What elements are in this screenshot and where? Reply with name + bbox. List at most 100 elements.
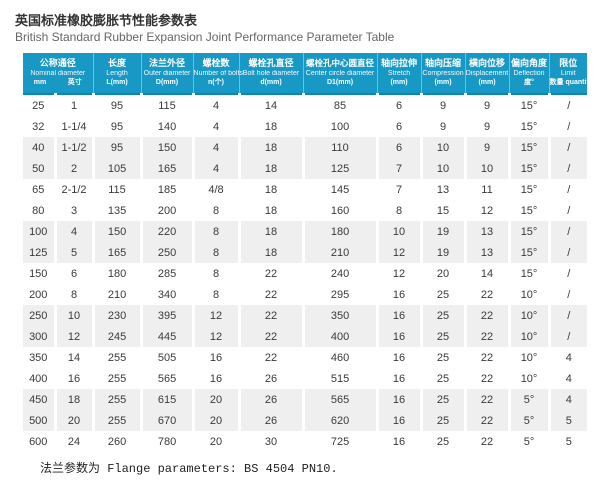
cell: 135 <box>91 200 142 221</box>
cell: 150 <box>23 263 55 284</box>
cell: 6 <box>53 263 94 284</box>
cell: 340 <box>139 284 194 305</box>
cell: 260 <box>91 431 142 452</box>
cell: 16 <box>53 368 94 389</box>
unit-mm: mm <box>33 79 47 86</box>
cell: 16 <box>375 326 422 347</box>
cell: 200 <box>23 284 55 305</box>
unit-inch: 英寸 <box>67 79 82 86</box>
col-header-bolt-hole-diameter: 螺栓孔直径 Bolt hole diameter d(mm) <box>238 53 304 95</box>
col-header-deflection: 偏向角度 Deflection 度° <box>508 53 550 95</box>
cell: 22 <box>463 431 510 452</box>
cell: 12 <box>191 305 240 326</box>
header-en: Center circle diameter <box>305 70 375 77</box>
cell: 125 <box>301 158 378 179</box>
table-row: 125 5 165 250 8 18 210 12 19 13 15° / <box>23 242 588 263</box>
cell: 18 <box>237 242 304 263</box>
header-en: Limit <box>560 70 576 77</box>
cell: 24 <box>53 431 94 452</box>
cell: 16 <box>191 368 240 389</box>
table-row: 32 1-1/4 95 140 4 18 100 6 9 9 15° / <box>23 116 588 137</box>
cell: 255 <box>91 368 142 389</box>
cell: 285 <box>139 263 194 284</box>
cell: 10 <box>53 305 94 326</box>
cell: 4 <box>191 137 240 158</box>
cell: 2-1/2 <box>53 179 94 200</box>
cell: 240 <box>301 263 378 284</box>
cell: 22 <box>237 284 304 305</box>
cell: 160 <box>301 200 378 221</box>
header-cn: 轴向拉伸 <box>381 58 418 68</box>
cell: 12 <box>191 326 240 347</box>
cell: / <box>547 263 588 284</box>
cell: 18 <box>237 116 304 137</box>
page-title-en: British Standard Rubber Expansion Joint … <box>15 30 395 44</box>
col-header-compression: 轴向压缩 Compression (mm) <box>420 53 466 95</box>
cell: 4 <box>191 94 240 116</box>
cell: 25 <box>419 305 466 326</box>
col-header-outer-diameter: 法兰外径 Outer diameter D(mm) <box>140 53 194 95</box>
cell: 140 <box>139 116 194 137</box>
cell: 600 <box>23 431 55 452</box>
cell: 15° <box>507 116 550 137</box>
cell: 5 <box>547 431 588 452</box>
cell: 22 <box>237 263 304 284</box>
cell: 8 <box>191 221 240 242</box>
cell: 400 <box>301 326 378 347</box>
cell: 10 <box>375 221 422 242</box>
cell: 15° <box>507 179 550 200</box>
cell: 2 <box>53 158 94 179</box>
cell: 18 <box>237 221 304 242</box>
cell: 8 <box>191 200 240 221</box>
cell: 255 <box>91 410 142 431</box>
cell: 220 <box>139 221 194 242</box>
cell: 400 <box>23 368 55 389</box>
parameter-table: 公称通径 Nominal diameter mm 英寸 长度 Length L(… <box>23 53 593 452</box>
cell: 95 <box>91 116 142 137</box>
table-row: 65 2-1/2 115 185 4/8 18 145 7 13 11 15° / <box>23 179 588 200</box>
cell: 10° <box>507 284 550 305</box>
cell: 350 <box>301 305 378 326</box>
col-header-limit: 限位 Limit 数量 quantity <box>548 53 593 95</box>
cell: 230 <box>91 305 142 326</box>
cell: 20 <box>53 410 94 431</box>
cell: 6 <box>375 137 422 158</box>
cell: 5 <box>53 242 94 263</box>
header-cn: 螺栓数 <box>202 58 230 68</box>
cell: 22 <box>237 326 304 347</box>
cell: 4 <box>547 347 588 368</box>
cell: 10° <box>507 326 550 347</box>
header-unit: (mm) <box>478 79 496 86</box>
cell: 12 <box>53 326 94 347</box>
cell: 250 <box>139 242 194 263</box>
cell: 18 <box>53 389 94 410</box>
cell: 16 <box>375 347 422 368</box>
cell: 780 <box>139 431 194 452</box>
cell: 19 <box>419 221 466 242</box>
cell: / <box>547 326 588 347</box>
cell: 180 <box>91 263 142 284</box>
cell: 15° <box>507 158 550 179</box>
cell: 7 <box>375 158 422 179</box>
header-unit: (mm) <box>434 79 452 86</box>
table-row: 100 4 150 220 8 18 180 10 19 13 15° / <box>23 221 588 242</box>
header-unit: D1(mm) <box>326 79 354 86</box>
cell: 13 <box>419 179 466 200</box>
cell: 15° <box>507 137 550 158</box>
cell: 10 <box>463 158 510 179</box>
cell: 10 <box>419 158 466 179</box>
table-body: 25 1 95 115 4 14 85 6 9 9 15°/32 1-1/4 95 140 4 18 100 6 9… <box>23 94 588 452</box>
cell: 19 <box>419 242 466 263</box>
cell: / <box>547 242 588 263</box>
cell: 13 <box>463 242 510 263</box>
table-row: 50 2 105 165 4 18 125 7 10 10 15° / <box>23 158 588 179</box>
cell: 450 <box>23 389 55 410</box>
cell: 9 <box>419 94 466 116</box>
cell: 210 <box>301 242 378 263</box>
cell: 725 <box>301 431 378 452</box>
cell: 500 <box>23 410 55 431</box>
cell: 6 <box>375 94 422 116</box>
header-en: Bolt hole diameter <box>242 70 300 77</box>
cell: 300 <box>23 326 55 347</box>
cell: 4 <box>547 389 588 410</box>
